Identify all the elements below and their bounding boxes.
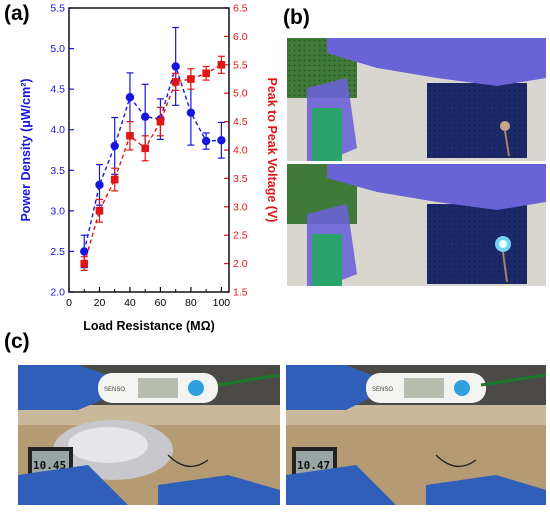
right-y-axis-label: Peak to Peak Voltage (V) — [265, 78, 279, 223]
power-density-series — [80, 26, 226, 269]
right-y-tick-label: 6.0 — [233, 31, 248, 43]
x-tick-label: 80 — [185, 297, 197, 309]
left-y-tick-label: 4.0 — [50, 124, 65, 136]
data-point-circle — [140, 112, 150, 121]
photo-led-on — [287, 164, 546, 286]
data-point-square — [171, 78, 180, 86]
data-point-square — [187, 75, 195, 83]
series-line — [83, 64, 222, 252]
panel-label-c: (c) — [4, 330, 30, 353]
x-tick-label: 0 — [66, 297, 72, 309]
display-reading-left: 10.45 — [33, 459, 66, 472]
right-y-tick-label: 3.0 — [233, 201, 248, 213]
right-y-tick-label: 5.5 — [233, 59, 248, 71]
x-axis-label: Load Resistance (MΩ) — [83, 319, 215, 333]
left-y-tick-label: 2.5 — [50, 246, 65, 258]
right-y-tick-label: 3.5 — [233, 173, 248, 185]
dual-axis-chart: 0 20 40 60 80 100 2.0 2.5 3.0 3.5 4.0 4.5 5.0 5.5 1.5 2… — [19, 3, 279, 334]
photo-thermometer-before: SENSO 10.45 — [18, 365, 280, 505]
left-y-tick-label: 2.0 — [50, 287, 65, 299]
left-y-tick-label: 3.0 — [50, 205, 65, 217]
display-reading-right: 10.47 — [297, 459, 330, 472]
data-point-square — [95, 206, 104, 215]
thermometer-brand-left: SENSO — [104, 387, 125, 393]
right-y-tick-label: 4.0 — [233, 145, 248, 157]
thermometer-brand-right: SENSO — [372, 387, 393, 393]
data-point-square — [141, 144, 149, 153]
data-point-square — [80, 259, 89, 268]
data-point-circle — [125, 93, 135, 102]
left-y-tick-label: 5.0 — [50, 43, 65, 55]
data-point-square — [126, 132, 134, 140]
series-line — [83, 64, 222, 264]
panel-label-a: (a) — [4, 2, 30, 25]
data-point-square — [217, 61, 226, 69]
right-y-tick-label: 2.0 — [233, 258, 248, 270]
x-tick-label: 20 — [94, 297, 106, 309]
data-point-circle — [171, 62, 180, 71]
data-point-circle — [186, 108, 196, 117]
x-tick-label: 100 — [213, 297, 231, 309]
left-y-tick-label: 5.5 — [50, 3, 65, 15]
photo-thermometer-after: SENSO 10.47 — [286, 365, 546, 505]
right-y-tick-label: 4.5 — [233, 116, 248, 128]
x-tick-label: 40 — [124, 297, 136, 309]
photo-led-off — [287, 38, 546, 161]
data-point-circle — [201, 136, 211, 146]
panel-label-b: (b) — [283, 6, 310, 29]
x-tick-label: 60 — [155, 297, 167, 309]
right-y-tick-label: 2.5 — [233, 230, 248, 242]
data-point-circle — [110, 141, 119, 151]
data-point-circle — [217, 136, 226, 145]
data-point-square — [156, 117, 165, 126]
plot-frame — [68, 7, 230, 293]
data-point-square — [202, 69, 210, 78]
left-y-axis-label: Power Density (μW/cm²) — [19, 78, 33, 221]
data-point-circle — [95, 180, 104, 190]
left-y-tick-label: 3.5 — [50, 165, 65, 177]
right-y-tick-label: 6.5 — [233, 3, 248, 15]
voltage-series — [80, 55, 226, 272]
data-point-circle — [80, 247, 89, 256]
right-y-tick-label: 5.0 — [233, 88, 248, 100]
left-y-tick-label: 4.5 — [50, 84, 65, 96]
data-point-square — [110, 175, 119, 184]
right-y-tick-label: 1.5 — [233, 287, 248, 299]
